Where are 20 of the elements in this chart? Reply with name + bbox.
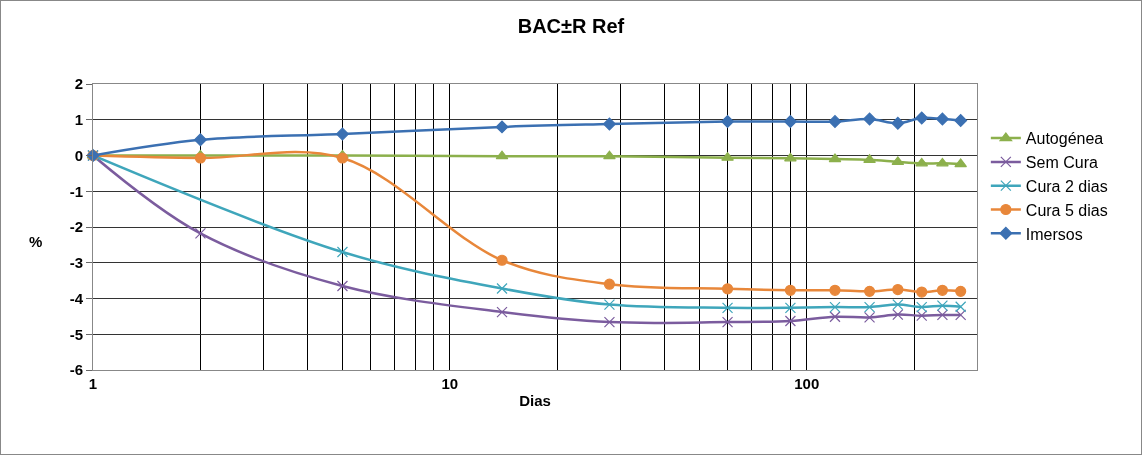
y-tick-label: -2: [69, 218, 83, 236]
y-tick-label: 2: [74, 75, 83, 93]
y-axis-title: %: [29, 233, 43, 250]
legend-label: Sem Cura: [1025, 154, 1098, 172]
y-tick-label: 0: [74, 146, 83, 164]
y-tick-label: -3: [69, 254, 83, 271]
x-tick-label: 1: [88, 375, 98, 392]
chart-title: BAC±R Ref: [517, 15, 625, 38]
x-tick-label: 100: [794, 375, 820, 392]
y-tick-label: -5: [69, 325, 83, 343]
x-tick-label: 10: [441, 375, 459, 392]
legend-label: Cura 5 dias: [1025, 201, 1108, 219]
y-tick-label: 1: [74, 111, 83, 128]
y-tick-label: -4: [69, 289, 84, 307]
x-axis-title: Dias: [519, 392, 551, 409]
y-tick-label: -6: [69, 361, 83, 379]
legend-label: Autogénea: [1025, 130, 1104, 148]
legend-label: Cura 2 dias: [1025, 177, 1108, 195]
y-tick-label: -1: [69, 182, 83, 200]
legend-label: Imersos: [1025, 225, 1083, 243]
